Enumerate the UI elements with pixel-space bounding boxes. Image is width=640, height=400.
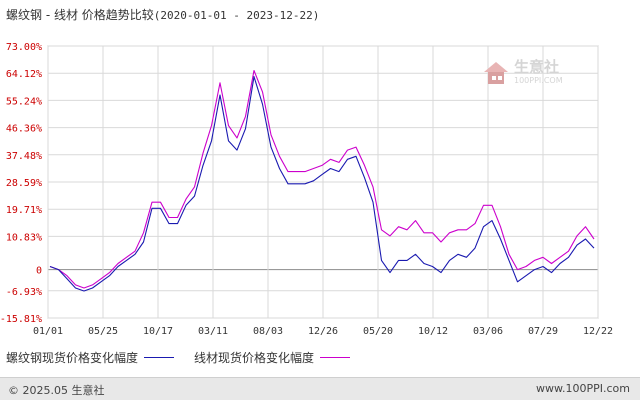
y-tick-label: 73.00% <box>6 42 42 53</box>
x-tick-label: 07/29 <box>528 326 558 337</box>
x-tick-label: 03/06 <box>473 326 503 337</box>
legend-swatch-wire <box>320 357 351 358</box>
watermark-logo-icon <box>484 62 508 84</box>
chart-title: 螺纹钢 - 线材 价格趋势比较(2020-01-01 - 2023-12-22) <box>6 6 319 23</box>
watermark-brand: 生意社 <box>514 58 560 76</box>
legend-label-wire: 线材现货价格变化幅度 <box>194 351 315 365</box>
y-tick-label: -15.81% <box>0 314 42 325</box>
y-tick-label: -6.93% <box>6 287 42 298</box>
x-tick-label: 05/20 <box>363 326 393 337</box>
footer-bar: © 2025.05 生意社 www.100PPI.com <box>0 377 640 400</box>
legend-swatch-rebar <box>144 357 175 358</box>
x-tick-label: 12/26 <box>308 326 338 337</box>
x-tick-label: 05/25 <box>88 326 118 337</box>
chart-title-text: 螺纹钢 - 线材 价格趋势比较 <box>6 8 154 22</box>
y-tick-label: 0 <box>36 266 42 277</box>
series-line-wire <box>49 69 595 289</box>
x-tick-label: 12/22 <box>583 326 613 337</box>
legend-label-rebar: 螺纹钢现货价格变化幅度 <box>6 351 139 365</box>
chart-plot: 73.00% 64.12% 55.24% 46.36% 37.48% 28.59% 19.7… <box>0 42 613 337</box>
y-tick-label: 55.24% <box>6 96 42 107</box>
watermark: 生意社 100PPI.COM <box>480 54 580 94</box>
y-tick-label: 19.71% <box>6 205 42 216</box>
y-tick-label: 10.83% <box>6 232 42 243</box>
chart-legend: 螺纹钢现货价格变化幅度 线材现货价格变化幅度 <box>6 349 356 366</box>
series-line-rebar <box>49 76 595 292</box>
y-tick-label: 37.48% <box>6 151 42 162</box>
watermark-domain: 100PPI.COM <box>514 76 563 85</box>
y-tick-label: 64.12% <box>6 69 42 80</box>
footer-copyright: © 2025.05 生意社 <box>8 384 105 397</box>
chart-date-range: (2020-01-01 - 2023-12-22) <box>153 9 320 22</box>
x-tick-label: 10/12 <box>418 326 448 337</box>
footer-site-link[interactable]: www.100PPI.com <box>536 382 630 395</box>
x-tick-label: 08/03 <box>253 326 283 337</box>
y-tick-label: 46.36% <box>6 124 42 135</box>
x-tick-label: 01/01 <box>33 326 63 337</box>
y-tick-label: 28.59% <box>6 178 42 189</box>
x-tick-label: 03/11 <box>198 326 228 337</box>
x-tick-label: 10/17 <box>143 326 173 337</box>
